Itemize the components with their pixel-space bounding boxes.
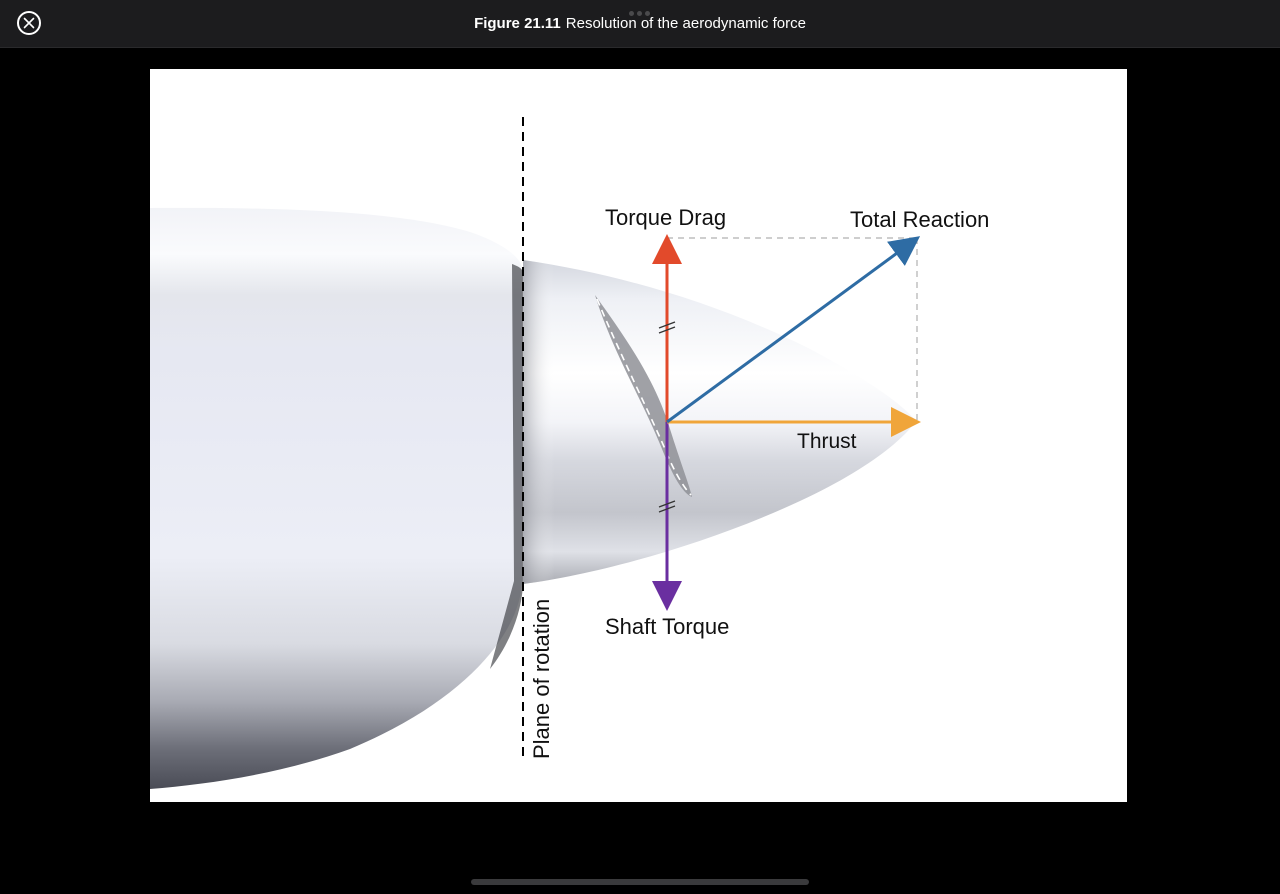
thrust-label: Thrust: [797, 430, 857, 453]
body-rim: [490, 264, 523, 669]
equal-ticks-lower: [658, 500, 676, 513]
close-icon[interactable]: [17, 11, 41, 35]
total-reaction-arrow: [666, 236, 921, 424]
figure-image: Torque Drag Total Reaction Thrust Shaft …: [150, 69, 1127, 802]
torque-drag-label: Torque Drag: [605, 205, 726, 230]
shaft-torque-label: Shaft Torque: [605, 614, 729, 639]
home-indicator[interactable]: [471, 879, 809, 885]
total-reaction-label: Total Reaction: [850, 207, 989, 232]
window-grabber[interactable]: [629, 11, 653, 17]
figure-caption: Figure 21.11 Resolution of the aerodynami…: [0, 15, 1280, 32]
figure-title: Resolution of the aerodynamic force: [565, 15, 806, 32]
nose-body: [150, 207, 522, 790]
plane-of-rotation-label: Plane of rotation: [529, 599, 554, 759]
blade-chord-line: [596, 298, 692, 496]
top-bar: Figure 21.11 Resolution of the aerodynami…: [0, 0, 1280, 48]
figure-number: Figure 21.11: [474, 15, 561, 32]
equal-ticks-upper: [658, 321, 676, 334]
